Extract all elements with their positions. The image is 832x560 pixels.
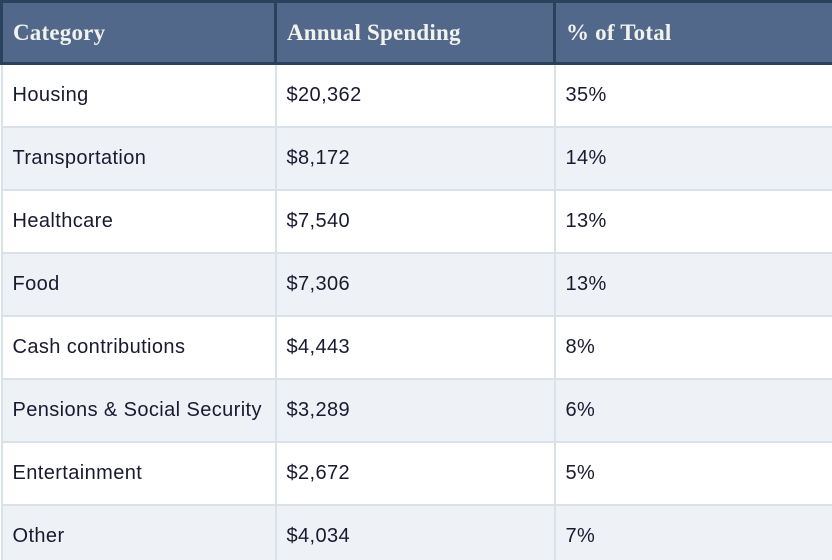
- category-cell: Entertainment: [0, 440, 277, 506]
- table-row: Pensions & Social Security $3,289 6%: [0, 377, 832, 443]
- table-row: Healthcare $7,540 13%: [0, 188, 832, 254]
- header-percent-of-total: % of Total: [553, 0, 832, 65]
- table-row: Transportation $8,172 14%: [0, 125, 832, 191]
- percent-cell: 35%: [553, 62, 832, 128]
- percent-cell: 5%: [553, 440, 832, 506]
- table-row: Other $4,034 7%: [0, 503, 832, 560]
- spending-cell: $4,034: [274, 503, 556, 560]
- table-row: Food $7,306 13%: [0, 251, 832, 317]
- table-row: Entertainment $2,672 5%: [0, 440, 832, 506]
- spending-cell: $20,362: [274, 62, 556, 128]
- percent-cell: 14%: [553, 125, 832, 191]
- percent-cell: 13%: [553, 251, 832, 317]
- spending-cell: $8,172: [274, 125, 556, 191]
- header-row: Category Annual Spending % of Total: [0, 0, 832, 65]
- category-cell: Food: [0, 251, 277, 317]
- spending-cell: $7,306: [274, 251, 556, 317]
- category-cell: Housing: [0, 62, 277, 128]
- spending-cell: $7,540: [274, 188, 556, 254]
- category-cell: Other: [0, 503, 277, 560]
- percent-cell: 13%: [553, 188, 832, 254]
- percent-cell: 7%: [553, 503, 832, 560]
- category-cell: Healthcare: [0, 188, 277, 254]
- table-row: Housing $20,362 35%: [0, 62, 832, 128]
- category-cell: Cash contributions: [0, 314, 277, 380]
- header-annual-spending: Annual Spending: [274, 0, 556, 65]
- percent-cell: 8%: [553, 314, 832, 380]
- category-cell: Pensions & Social Security: [0, 377, 277, 443]
- percent-cell: 6%: [553, 377, 832, 443]
- table-row: Cash contributions $4,443 8%: [0, 314, 832, 380]
- header-category: Category: [0, 0, 277, 65]
- spending-cell: $3,289: [274, 377, 556, 443]
- category-cell: Transportation: [0, 125, 277, 191]
- spending-cell: $2,672: [274, 440, 556, 506]
- spending-cell: $4,443: [274, 314, 556, 380]
